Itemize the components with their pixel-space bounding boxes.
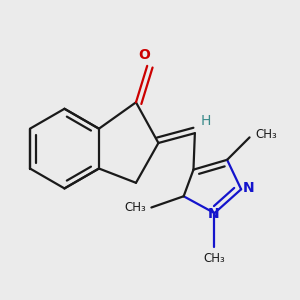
Text: N: N bbox=[242, 181, 254, 195]
Text: CH₃: CH₃ bbox=[124, 201, 146, 214]
Text: CH₃: CH₃ bbox=[204, 252, 225, 266]
Text: H: H bbox=[201, 114, 211, 128]
Text: N: N bbox=[207, 208, 219, 221]
Text: O: O bbox=[139, 48, 150, 62]
Text: CH₃: CH₃ bbox=[255, 128, 277, 141]
